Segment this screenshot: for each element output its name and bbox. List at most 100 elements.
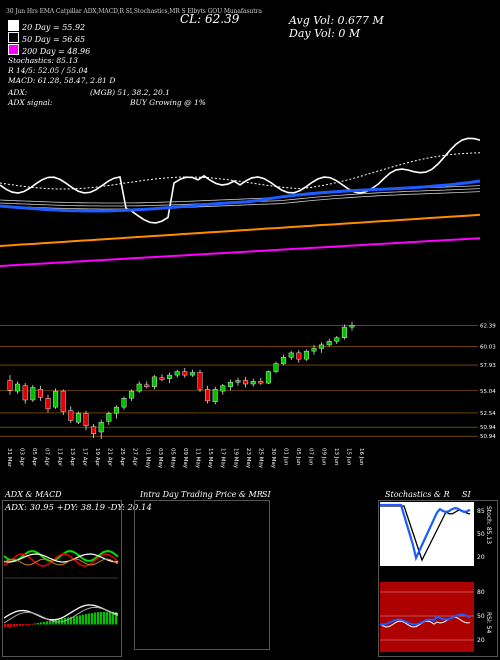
candle-body bbox=[326, 341, 332, 346]
candle-body bbox=[296, 352, 302, 360]
candle-body bbox=[197, 372, 203, 390]
macd-bar bbox=[34, 623, 37, 625]
price-tick-label: 50.94 bbox=[480, 434, 496, 440]
legend-r: R 14/5: 52.05 / 55.04 bbox=[8, 66, 89, 75]
date-tick-label: 19 Apr bbox=[94, 448, 100, 467]
macd-bar bbox=[22, 624, 25, 626]
stoch-tick-label: 85 bbox=[477, 508, 485, 515]
candle-body bbox=[144, 384, 150, 387]
candle-body bbox=[303, 350, 309, 360]
candle-body bbox=[205, 389, 211, 402]
price-tick-label: 52.54 bbox=[480, 411, 496, 417]
macd-bar bbox=[28, 624, 31, 626]
macd-bar bbox=[37, 622, 40, 625]
macd-bar bbox=[109, 612, 112, 625]
date-tick-label: 07 Jun bbox=[308, 448, 314, 466]
date-tick-label: 31 Mar bbox=[6, 448, 12, 468]
candle-body bbox=[60, 390, 66, 412]
candle-body bbox=[319, 344, 325, 349]
legend-ema50: 50 Day = 56.65 bbox=[8, 32, 85, 44]
date-tick-label: 23 May bbox=[245, 448, 251, 469]
macd-bar bbox=[73, 616, 76, 625]
candle-body bbox=[235, 380, 241, 383]
legend-ema20: 20 Day = 55.92 bbox=[8, 20, 85, 32]
price-tick-label: 55.04 bbox=[480, 389, 496, 395]
ema-slow-line bbox=[0, 237, 481, 267]
stoch-side-label: Stoch: 85.13 bbox=[485, 506, 492, 544]
legend-stoch: Stochastics: 85.13 bbox=[8, 56, 78, 65]
day-vol: Day Vol: 0 M bbox=[289, 27, 361, 40]
macd-bar bbox=[49, 620, 52, 625]
date-tick-label: 01 May bbox=[144, 448, 150, 469]
rsi-background bbox=[380, 582, 474, 652]
ema-fast-line bbox=[0, 179, 481, 213]
candle-body bbox=[83, 413, 89, 426]
stoch-tick-label: 50 bbox=[477, 531, 485, 538]
candle-body bbox=[182, 371, 188, 376]
legend-ema200: 200 Day = 48.96 bbox=[8, 44, 90, 56]
date-tick-label: 05 Apr bbox=[31, 448, 37, 467]
candle-body bbox=[151, 376, 157, 387]
candle-body bbox=[258, 381, 264, 384]
macd-bar bbox=[7, 624, 10, 628]
dotted-line bbox=[0, 152, 481, 190]
adx-macd-panel: ADX: 30.95 +DY: 38.19 -DY: 20.14 bbox=[2, 500, 152, 657]
intraday-panel-title: Intra Day Trading Price & MR bbox=[140, 490, 263, 499]
ema-layer bbox=[0, 137, 481, 267]
legend-buy: BUY Growing @ 1% bbox=[130, 98, 206, 107]
adx-values: ADX: 30.95 +DY: 38.19 -DY: 20.14 bbox=[5, 503, 152, 513]
date-tick-label: 25 Apr bbox=[119, 448, 125, 467]
macd-bar bbox=[67, 617, 70, 625]
macd-bar bbox=[10, 624, 13, 627]
date-tick-label: 09 Jun bbox=[320, 448, 326, 466]
macd-histogram bbox=[3, 604, 119, 628]
macd-bar bbox=[88, 613, 91, 625]
price-tick-label: 62.39 bbox=[480, 323, 496, 329]
legend-adx-signal: ADX signal: bbox=[8, 98, 53, 107]
adx-lines bbox=[3, 549, 119, 579]
candle-body bbox=[174, 371, 180, 376]
macd-bar bbox=[100, 612, 103, 625]
date-tick-label: 13 Apr bbox=[69, 448, 75, 467]
candle-body bbox=[189, 372, 195, 376]
candle-body bbox=[75, 413, 81, 423]
rsi-line bbox=[379, 613, 471, 626]
stoch-panel-si: SI bbox=[462, 490, 471, 499]
macd-bar bbox=[70, 616, 73, 625]
candle-body bbox=[288, 352, 294, 358]
candle-body bbox=[273, 363, 279, 372]
ema50-swatch bbox=[8, 32, 19, 43]
candle-body bbox=[281, 357, 287, 364]
date-tick-label: 15 Jun bbox=[345, 448, 351, 466]
candle-body bbox=[349, 325, 355, 328]
candle-body bbox=[53, 390, 59, 408]
macd-bar bbox=[85, 614, 88, 625]
plus-di-line bbox=[3, 549, 119, 563]
candle-body bbox=[106, 413, 112, 422]
intraday-panel-si: SI bbox=[262, 490, 271, 499]
candle-body bbox=[227, 382, 233, 387]
date-tick-label: 25 May bbox=[257, 448, 263, 469]
macd-bar bbox=[79, 615, 82, 625]
macd-bar bbox=[46, 621, 49, 625]
candle-body bbox=[341, 326, 347, 338]
ema200-swatch bbox=[8, 44, 19, 55]
minus-di-line bbox=[3, 553, 119, 567]
date-tick-label: 13 Jun bbox=[333, 448, 339, 466]
stoch-rsi-panel bbox=[378, 500, 498, 657]
macd-bar bbox=[103, 612, 106, 625]
close-label: CL: 62.39 bbox=[180, 12, 240, 26]
price-grid: 62.39 60.03 57.93 55.04 52.54 50.94 50.94 bbox=[0, 323, 496, 440]
macd-bar bbox=[16, 624, 19, 627]
candle-body bbox=[167, 374, 173, 379]
candle-body bbox=[91, 426, 97, 434]
macd-bar bbox=[4, 624, 7, 628]
macd-bar bbox=[76, 615, 79, 625]
date-tick-label: 19 May bbox=[232, 448, 238, 469]
adx-aux-line bbox=[3, 558, 119, 566]
macd-bar bbox=[31, 624, 34, 625]
candle-body bbox=[265, 371, 271, 384]
date-tick-label: 05 May bbox=[169, 448, 175, 469]
